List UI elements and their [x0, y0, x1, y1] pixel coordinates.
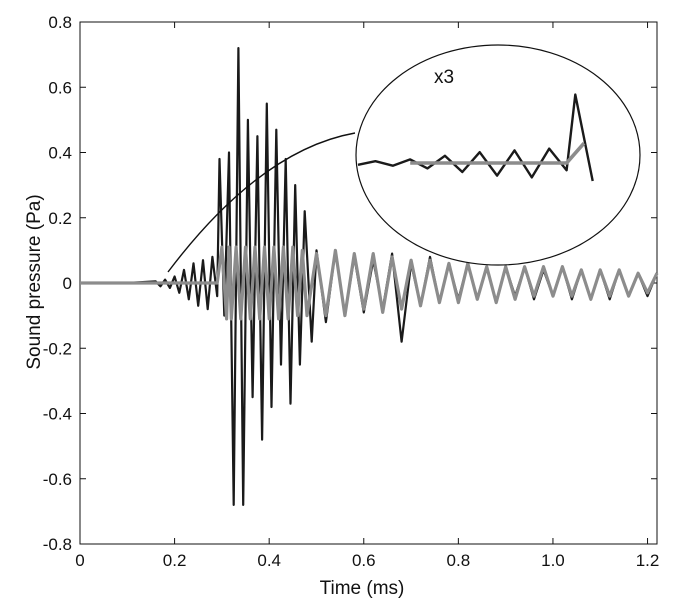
inset-ellipse [355, 44, 641, 266]
x-tick-label: 1.0 [541, 551, 565, 570]
axis-ticks [79, 21, 657, 545]
x-axis-label: Time (ms) [320, 578, 405, 599]
x-tick-label: 0 [75, 551, 84, 570]
y-tick-label: 0.2 [48, 209, 72, 228]
x-tick-label: 0.8 [447, 551, 471, 570]
y-axis-label: Sound pressure (Pa) [24, 194, 45, 369]
y-tick-label: -0.6 [43, 470, 72, 489]
inset: x3 [167, 44, 641, 273]
y-tick-label: 0.8 [48, 13, 72, 32]
y-tick-label: 0.6 [48, 78, 72, 97]
x-tick-labels: 0 0.2 0.4 0.6 0.8 1.0 1.2 [75, 551, 659, 570]
zoom-connector-line [167, 132, 356, 273]
inset-series-line-2 [410, 142, 586, 165]
inset-magnification-label: x3 [434, 67, 454, 88]
y-tick-labels: -0.8 -0.6 -0.4 -0.2 0 0.2 0.4 0.6 0.8 [43, 13, 72, 554]
x-tick-label: 0.4 [257, 551, 281, 570]
inset-series [357, 93, 594, 182]
x-tick-label: 1.2 [636, 551, 660, 570]
series-layer [80, 46, 659, 506]
y-tick-label: -0.4 [43, 405, 72, 424]
x-tick-label: 0.2 [163, 551, 187, 570]
y-tick-label: -0.8 [43, 535, 72, 554]
y-tick-label: 0.4 [48, 144, 72, 163]
series-line-2 [80, 245, 659, 321]
x-tick-label: 0.6 [352, 551, 376, 570]
y-tick-label: 0 [63, 274, 72, 293]
y-tick-label: -0.2 [43, 339, 72, 358]
